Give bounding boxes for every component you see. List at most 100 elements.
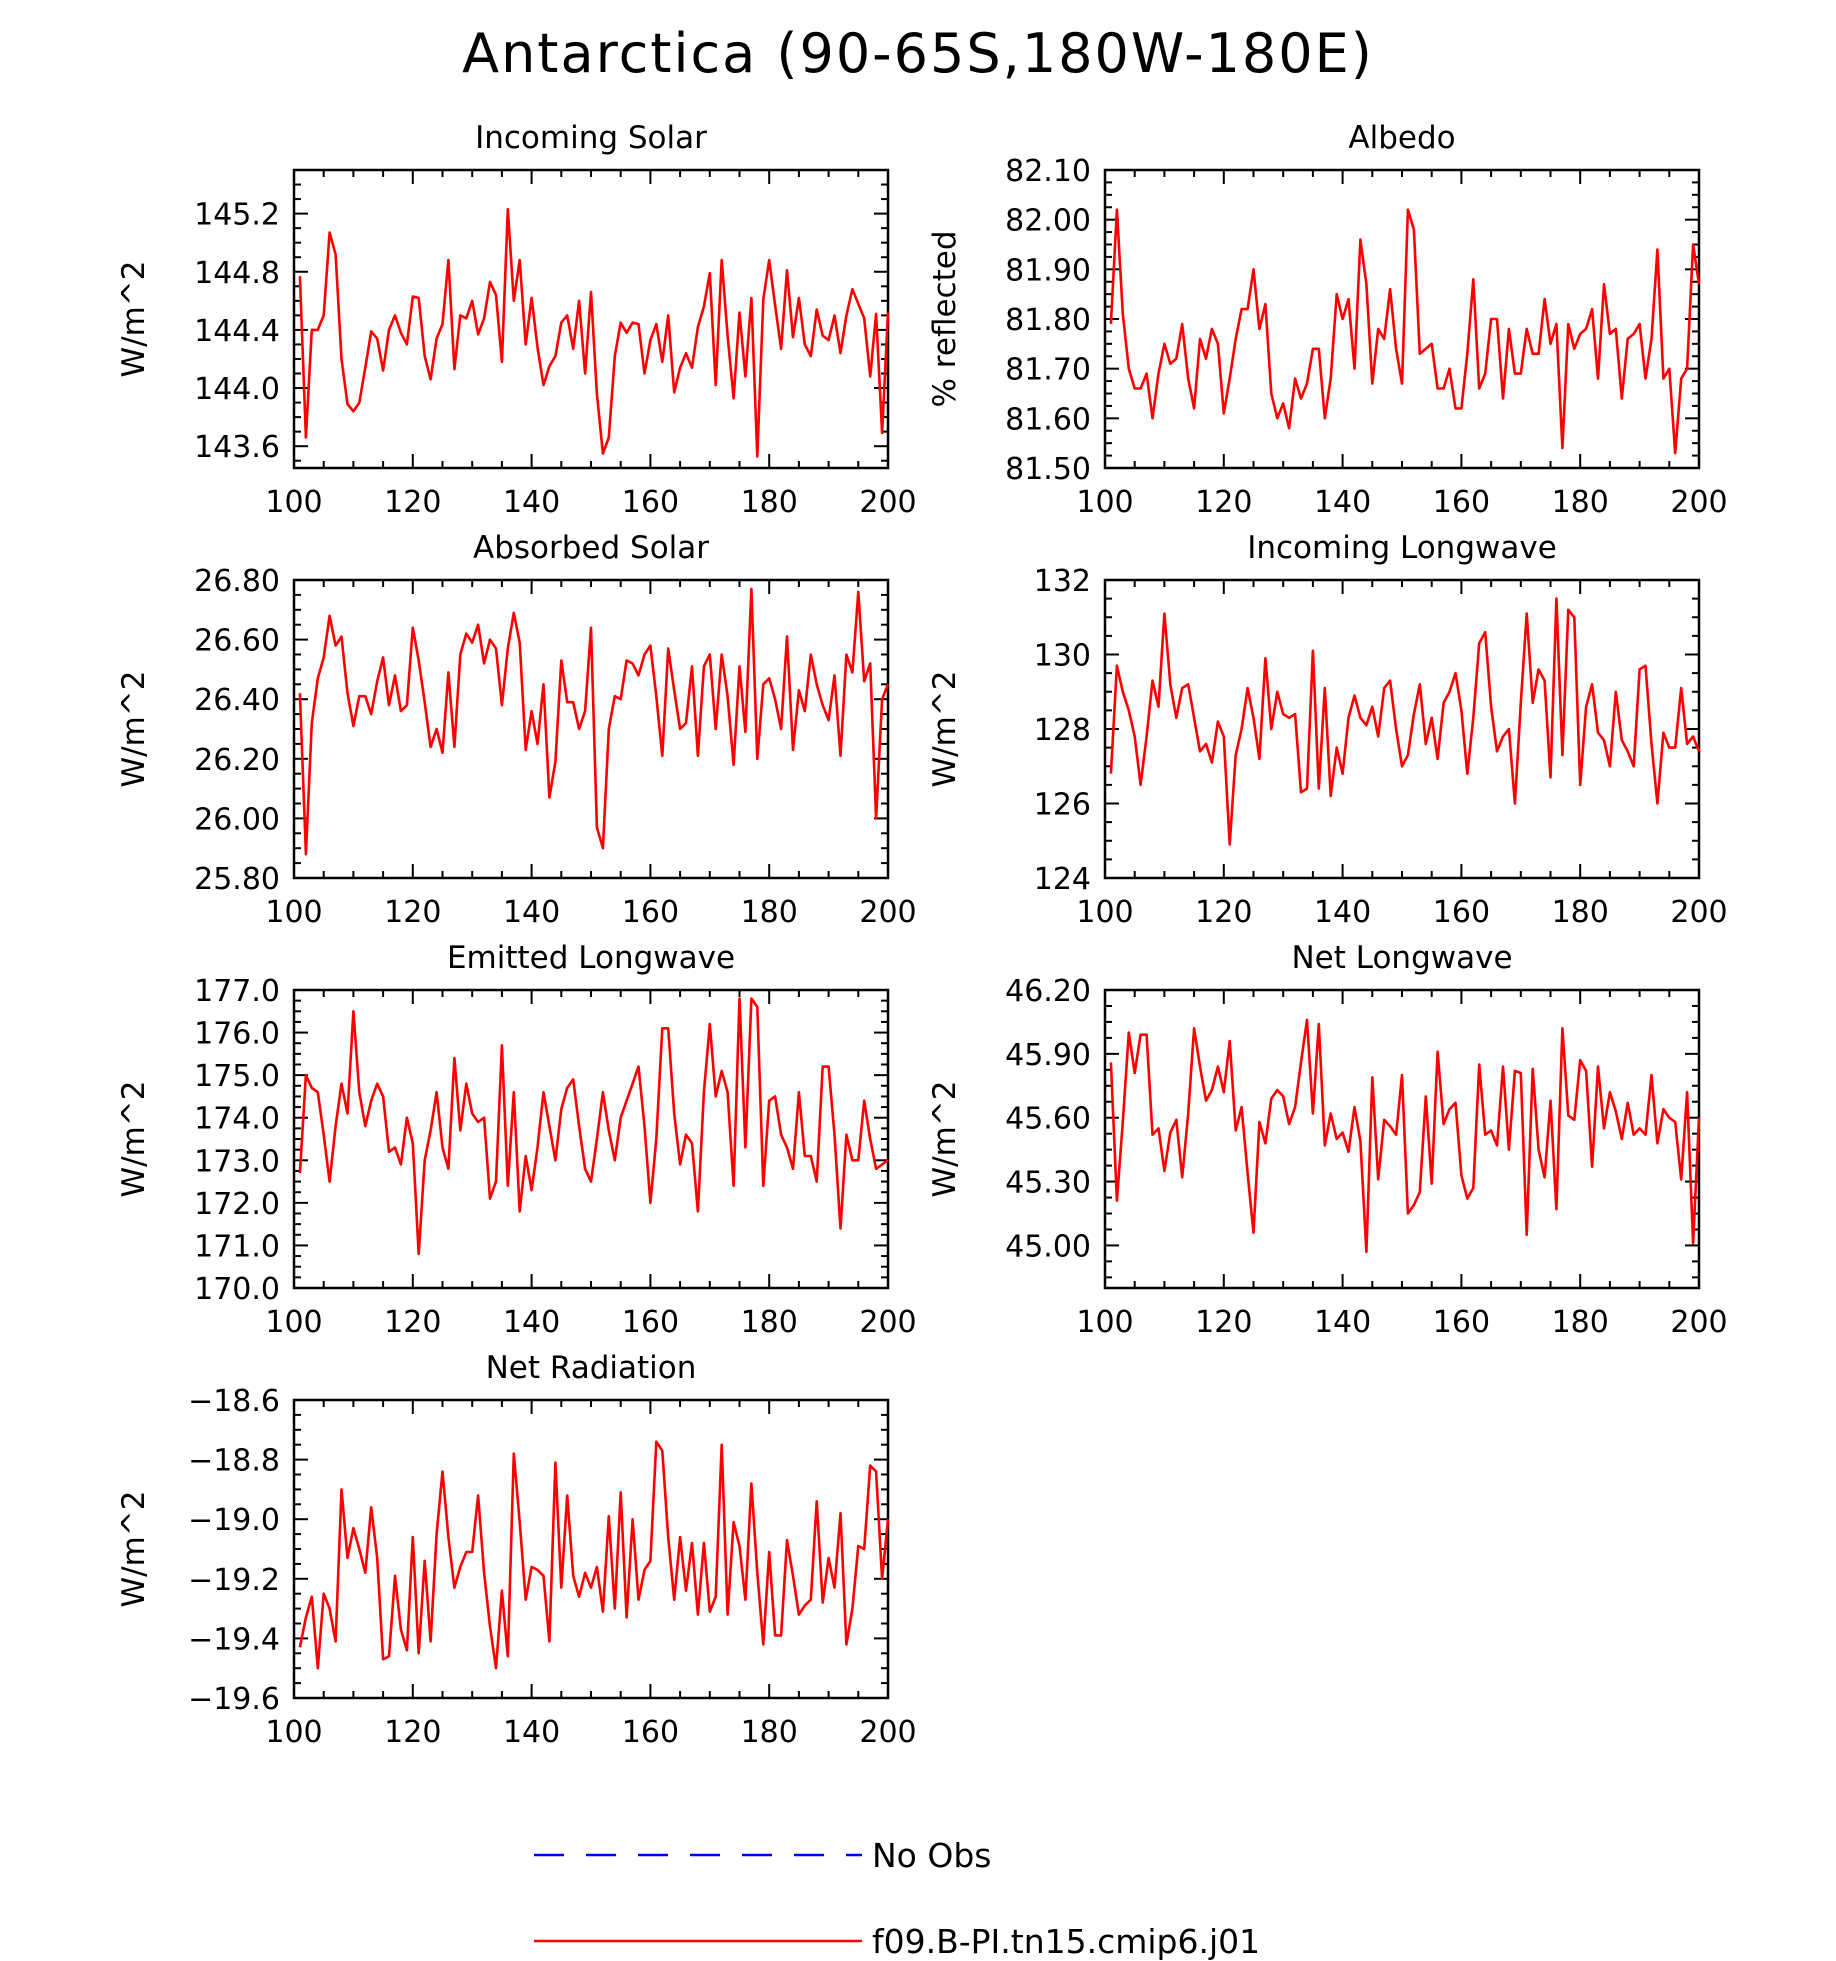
x-tick-label: 180 — [741, 1715, 798, 1750]
x-tick-label: 100 — [1076, 1305, 1133, 1340]
y-tick-label: 45.60 — [1005, 1102, 1091, 1137]
y-axis-label: W/m^2 — [927, 671, 963, 788]
y-tick-label: 172.0 — [194, 1187, 280, 1222]
x-tick-label: 140 — [1314, 895, 1371, 930]
legend-label: f09.B-PI.tn15.cmip6.j01 — [872, 1922, 1260, 1961]
x-tick-label: 180 — [741, 1305, 798, 1340]
x-tick-label: 180 — [1552, 1305, 1609, 1340]
y-tick-label: 81.80 — [1005, 303, 1091, 338]
y-tick-label: 25.80 — [194, 862, 280, 897]
x-tick-label: 140 — [503, 1715, 560, 1750]
y-tick-label: 45.90 — [1005, 1038, 1091, 1073]
y-tick-label: 26.20 — [194, 743, 280, 778]
panel-emitted-longwave: Emitted Longwave 100 120 140 160 180 200 170.0 1… — [116, 940, 917, 1340]
x-tick-label: 140 — [1314, 1305, 1371, 1340]
panel-title: Net Radiation — [486, 1350, 697, 1386]
legend-label: No Obs — [872, 1836, 991, 1875]
x-tick-label: 180 — [741, 485, 798, 520]
x-tick-label: 100 — [265, 1715, 322, 1750]
y-tick-label: 82.10 — [1005, 154, 1091, 189]
x-tick-label: 160 — [1433, 1305, 1490, 1340]
series-line-f09-b-pi-tn15-cmip6-j01 — [1109, 208, 1701, 455]
y-tick-label: 128 — [1034, 713, 1091, 748]
x-tick-label: 140 — [503, 485, 560, 520]
y-tick-label: 26.00 — [194, 802, 280, 837]
y-tick-label: −19.2 — [188, 1563, 280, 1598]
x-tick-label: 200 — [859, 895, 916, 930]
x-tick-label: 160 — [1433, 895, 1490, 930]
x-tick-label: 100 — [1076, 895, 1133, 930]
x-tick-label: 100 — [265, 895, 322, 930]
y-tick-label: 170.0 — [194, 1272, 280, 1307]
panel-title: Incoming Solar — [475, 120, 707, 156]
series-line-f09-b-pi-tn15-cmip6-j01 — [298, 1440, 890, 1670]
x-tick-label: 200 — [1670, 485, 1727, 520]
legend: No Obs f09.B-PI.tn15.cmip6.j01 — [534, 1836, 1260, 1961]
panel-incoming-solar: Incoming Solar 100 120 140 160 180 200 143.6 144… — [116, 120, 917, 520]
x-tick-label: 160 — [1433, 485, 1490, 520]
plot-frame — [292, 578, 890, 880]
series-line-f09-b-pi-tn15-cmip6-j01 — [298, 207, 890, 458]
y-tick-label: 81.60 — [1005, 402, 1091, 437]
plot-frame — [1103, 168, 1701, 470]
series-line-f09-b-pi-tn15-cmip6-j01 — [298, 587, 890, 856]
series-line-f09-b-pi-tn15-cmip6-j01 — [1109, 597, 1701, 846]
y-tick-label: 175.0 — [194, 1059, 280, 1094]
x-tick-label: 120 — [384, 895, 441, 930]
x-tick-label: 200 — [859, 1715, 916, 1750]
y-axis-label: % reflected — [927, 231, 963, 408]
plot-frame — [292, 168, 890, 470]
y-tick-label: 124 — [1034, 862, 1091, 897]
x-tick-label: 120 — [384, 1715, 441, 1750]
y-tick-label: 171.0 — [194, 1229, 280, 1264]
plot-frame — [1103, 578, 1701, 880]
panel-net-radiation: Net Radiation 100 120 140 160 180 200 −19.6 −19.… — [116, 1350, 917, 1750]
x-tick-label: 180 — [1552, 895, 1609, 930]
y-axis-label: W/m^2 — [927, 1081, 963, 1198]
x-tick-label: 140 — [503, 1305, 560, 1340]
x-tick-label: 140 — [1314, 485, 1371, 520]
y-tick-label: 176.0 — [194, 1017, 280, 1052]
x-tick-label: 160 — [622, 485, 679, 520]
series-line-f09-b-pi-tn15-cmip6-j01 — [1109, 1018, 1701, 1254]
plot-frame — [292, 988, 890, 1290]
series-line-f09-b-pi-tn15-cmip6-j01 — [298, 997, 889, 1256]
x-tick-label: 160 — [622, 1715, 679, 1750]
panel-title: Absorbed Solar — [473, 530, 709, 566]
x-tick-label: 120 — [1195, 1305, 1252, 1340]
x-tick-label: 200 — [1670, 895, 1727, 930]
panel-absorbed-solar: Absorbed Solar 100 120 140 160 180 200 25.80 26.… — [116, 530, 917, 930]
x-tick-label: 100 — [1076, 485, 1133, 520]
y-tick-label: 45.30 — [1005, 1166, 1091, 1201]
page-title: Antarctica (90-65S,180W-180E) — [462, 22, 1374, 85]
y-tick-label: 173.0 — [194, 1144, 280, 1179]
x-tick-label: 120 — [384, 1305, 441, 1340]
y-tick-label: 132 — [1034, 564, 1091, 599]
y-tick-label: 130 — [1034, 639, 1091, 674]
y-tick-label: 81.70 — [1005, 353, 1091, 388]
y-axis-label: W/m^2 — [116, 671, 152, 788]
y-axis-label: W/m^2 — [116, 1491, 152, 1608]
y-tick-label: 145.2 — [194, 198, 280, 233]
x-tick-label: 160 — [622, 895, 679, 930]
panel-title: Incoming Longwave — [1247, 530, 1557, 566]
panel-title: Albedo — [1348, 120, 1455, 156]
x-tick-label: 100 — [265, 1305, 322, 1340]
y-tick-label: −19.4 — [188, 1622, 280, 1657]
x-tick-label: 120 — [1195, 895, 1252, 930]
y-tick-label: 26.60 — [194, 624, 280, 659]
y-tick-label: 126 — [1034, 788, 1091, 823]
panel-title: Net Longwave — [1291, 940, 1512, 976]
y-tick-label: −19.6 — [188, 1682, 280, 1717]
y-tick-label: 177.0 — [194, 974, 280, 1009]
y-tick-label: −18.8 — [188, 1444, 280, 1479]
x-tick-label: 200 — [859, 1305, 916, 1340]
y-axis-label: W/m^2 — [116, 1081, 152, 1198]
y-tick-label: −19.0 — [188, 1503, 280, 1538]
x-tick-label: 120 — [1195, 485, 1252, 520]
x-tick-label: 140 — [503, 895, 560, 930]
panel-title: Emitted Longwave — [447, 940, 735, 976]
x-tick-label: 180 — [1552, 485, 1609, 520]
x-tick-label: 160 — [622, 1305, 679, 1340]
